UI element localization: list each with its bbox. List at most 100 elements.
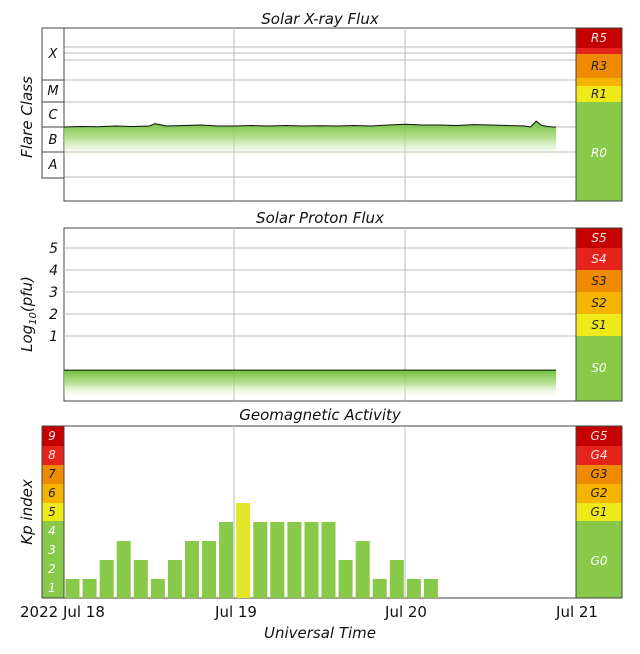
proton-ylabel: Log10(pfu) [18, 276, 39, 352]
kp-g0-band [576, 521, 622, 598]
time-tick-jul20: Jul 20 [384, 603, 427, 621]
xray-class-m: M [47, 84, 58, 99]
kp-bar [185, 541, 199, 598]
kp-g3-label: G3 [591, 467, 608, 481]
xray-r0-label: R0 [591, 146, 607, 160]
kp-gridlines [233, 426, 406, 598]
kp-tick-1: 1 [48, 581, 56, 595]
kp-bar [423, 579, 438, 598]
xray-r4-band [576, 48, 622, 54]
proton-s1-band [576, 314, 622, 336]
kp-g3-band [576, 465, 622, 484]
xray-r3-band [576, 54, 622, 78]
kp-g2-band [576, 484, 622, 503]
xray-class-box [41, 27, 65, 179]
kp-g5-label: G5 [591, 429, 608, 443]
kp-bar [406, 579, 421, 598]
kp-g2-label: G2 [591, 486, 608, 500]
xray-class-axis: X M C B A [41, 27, 65, 179]
xray-r5-band [576, 28, 622, 48]
proton-gridlines [64, 228, 576, 401]
kp-bar [82, 579, 97, 598]
proton-title: Solar Proton Flux [256, 209, 384, 227]
kp-tick-3: 3 [48, 543, 56, 557]
kp-geomagnetic-scale: G5 G4 G3 G2 G1 G0 [575, 425, 623, 599]
proton-tick-1: 1 [49, 329, 58, 345]
kp-tick-5: 5 [48, 505, 56, 519]
time-tick-jul19: Jul 19 [214, 603, 257, 621]
kp-bar [202, 541, 217, 598]
kp-tick-9: 9 [48, 429, 56, 443]
xray-flux-fill [64, 121, 557, 160]
xray-r2-band [576, 78, 622, 86]
kp-bar [150, 579, 165, 598]
kp-bar [65, 579, 80, 598]
time-tick-jul21: Jul 21 [555, 603, 598, 621]
time-axis-label: Universal Time [264, 624, 376, 642]
kp-bar [287, 522, 302, 598]
xray-radio-scale: R5 R3 R1 R0 [575, 27, 623, 202]
xray-r5-label: R5 [591, 31, 607, 45]
kp-bar [116, 541, 131, 598]
kp-y-ticks: 9 8 7 6 5 4 3 2 1 [48, 429, 56, 595]
time-axis: 2022 Jul 18 Jul 19 Jul 20 Jul 21 [20, 603, 598, 621]
proton-tick-4: 4 [49, 263, 58, 279]
kp-bar [133, 560, 148, 598]
kp-bar [338, 560, 353, 598]
xray-ylabel: Flare Class [18, 76, 36, 158]
kp-tick-8: 8 [48, 448, 56, 462]
kp-bars [65, 503, 438, 598]
proton-s1-label: S1 [591, 318, 606, 332]
xray-r0-band [576, 102, 622, 201]
proton-tick-5: 5 [49, 241, 58, 257]
kp-plot-area [63, 425, 577, 599]
kp-bar [321, 522, 336, 598]
xray-class-x: X [48, 47, 59, 62]
kp-bar [389, 560, 404, 598]
proton-s0-label: S0 [591, 361, 607, 375]
kp-tick-4: 4 [48, 524, 56, 538]
kp-g1-label: G1 [591, 505, 608, 519]
proton-y-ticks: 5 4 3 2 1 [49, 241, 58, 345]
proton-s3-label: S3 [591, 274, 606, 288]
proton-storm-scale: S5 S4 S3 S2 S1 S0 [575, 227, 623, 402]
kp-bar [253, 522, 268, 598]
kp-tick-2: 2 [48, 562, 56, 576]
proton-s2-label: S2 [591, 296, 606, 310]
kp-g0-label: G0 [591, 554, 608, 568]
kp-bar [355, 541, 370, 598]
xray-flux-line [63, 120, 557, 128]
proton-tick-3: 3 [49, 285, 58, 301]
kp-bar [99, 560, 114, 598]
kp-bar [372, 579, 387, 598]
time-tick-jul18: 2022 Jul 18 [20, 603, 105, 621]
proton-s5-band [576, 228, 622, 248]
xray-plot-area [63, 27, 577, 202]
kp-bar [304, 522, 319, 598]
kp-bar [167, 560, 182, 598]
kp-g4-band [576, 446, 622, 465]
kp-g5-band [576, 426, 622, 446]
xray-class-b: B [49, 133, 58, 148]
proton-flux-fill [64, 370, 557, 398]
proton-tick-2: 2 [49, 307, 58, 323]
xray-title: Solar X-ray Flux [261, 10, 379, 28]
proton-s4-label: S4 [591, 252, 606, 266]
kp-ylabel: Kp index [18, 479, 36, 545]
kp-g4-label: G4 [591, 448, 608, 462]
kp-tick-6: 6 [48, 486, 56, 500]
xray-r1-band [576, 86, 622, 102]
proton-s2-band [576, 292, 622, 314]
xray-class-c: C [48, 108, 58, 123]
kp-g1-band [576, 503, 622, 521]
xray-r3-label: R3 [591, 59, 607, 73]
proton-s4-band [576, 248, 622, 270]
xray-r1-label: R1 [591, 87, 607, 101]
proton-s5-label: S5 [591, 231, 606, 245]
xray-class-a: A [48, 158, 58, 173]
kp-title: Geomagnetic Activity [239, 406, 402, 424]
proton-s0-band [576, 336, 622, 401]
proton-s3-band [576, 270, 622, 292]
